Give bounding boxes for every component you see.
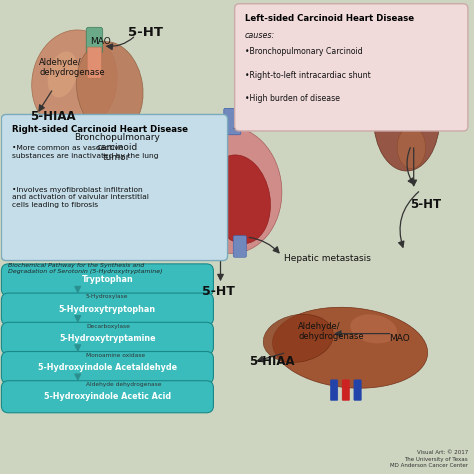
Text: Hepatic metastasis: Hepatic metastasis: [284, 254, 371, 263]
FancyBboxPatch shape: [401, 56, 412, 78]
FancyBboxPatch shape: [1, 115, 228, 261]
Ellipse shape: [178, 147, 225, 213]
Ellipse shape: [76, 42, 143, 136]
Text: Monoamine oxidase: Monoamine oxidase: [86, 353, 145, 358]
FancyBboxPatch shape: [1, 264, 213, 296]
Ellipse shape: [263, 314, 333, 362]
Text: •More common as vasoactive
substances are inactivated by the lung: •More common as vasoactive substances ar…: [12, 145, 158, 159]
FancyBboxPatch shape: [330, 380, 338, 401]
Text: MAO: MAO: [90, 37, 111, 46]
Ellipse shape: [385, 82, 419, 119]
FancyBboxPatch shape: [354, 380, 361, 401]
Text: Right-sided Carcinoid Heart Disease: Right-sided Carcinoid Heart Disease: [12, 125, 188, 134]
Text: 5-Hydroxyindole Acetaldehyde: 5-Hydroxyindole Acetaldehyde: [38, 363, 177, 372]
Ellipse shape: [48, 51, 78, 98]
FancyBboxPatch shape: [1, 293, 213, 325]
Text: MAO: MAO: [389, 334, 410, 343]
FancyBboxPatch shape: [86, 27, 103, 53]
Text: Bronchopulmonary
carcinoid
tumor: Bronchopulmonary carcinoid tumor: [74, 133, 160, 163]
Ellipse shape: [374, 67, 439, 171]
Text: 5-Hydroxylase: 5-Hydroxylase: [86, 294, 128, 300]
Text: Decarboxylase: Decarboxylase: [86, 324, 130, 328]
FancyBboxPatch shape: [342, 380, 350, 401]
Text: 5-HIAA: 5-HIAA: [249, 356, 294, 368]
Ellipse shape: [273, 307, 428, 388]
Ellipse shape: [397, 126, 426, 169]
Text: 5-Hydroxytryptophan: 5-Hydroxytryptophan: [59, 305, 156, 314]
Text: Tryptophan: Tryptophan: [82, 275, 133, 284]
Text: Visual Art: © 2017
The University of Texas
MD Anderson Cancer Center: Visual Art: © 2017 The University of Tex…: [390, 450, 468, 468]
Text: 5-HT: 5-HT: [128, 26, 163, 38]
FancyBboxPatch shape: [224, 109, 241, 135]
FancyBboxPatch shape: [1, 322, 213, 355]
Text: Left-sided Carcinoid Heart Disease: Left-sided Carcinoid Heart Disease: [245, 14, 414, 23]
Ellipse shape: [32, 30, 117, 133]
Text: •Right-to-left intracardiac shunt: •Right-to-left intracardiac shunt: [245, 71, 371, 80]
Text: •Bronchopulmonary Carcinoid: •Bronchopulmonary Carcinoid: [245, 47, 363, 56]
Text: Biochemical Pathway for the Synthesis and
Degradation of Serotonin (5-Hydroxytry: Biochemical Pathway for the Synthesis an…: [9, 263, 163, 273]
Text: 5-HIAA: 5-HIAA: [30, 110, 75, 123]
Text: causes:: causes:: [245, 31, 275, 40]
Ellipse shape: [178, 127, 282, 254]
Text: 5-HT: 5-HT: [202, 285, 235, 298]
Text: 5-Hydroxyindole Acetic Acid: 5-Hydroxyindole Acetic Acid: [44, 392, 171, 401]
Text: 5-Hydroxytryptamine: 5-Hydroxytryptamine: [59, 334, 156, 343]
Text: •High burden of disease: •High burden of disease: [245, 94, 340, 103]
Text: Aldehyde/
dehydrogenase: Aldehyde/ dehydrogenase: [298, 321, 364, 341]
Text: 5-HT: 5-HT: [410, 198, 441, 210]
Text: •Involves myofibroblast infiltration
and activation of valvular interstitial
cel: •Involves myofibroblast infiltration and…: [12, 187, 149, 208]
Ellipse shape: [350, 314, 397, 343]
FancyBboxPatch shape: [205, 122, 219, 144]
FancyBboxPatch shape: [1, 381, 213, 413]
FancyBboxPatch shape: [235, 4, 468, 131]
FancyBboxPatch shape: [87, 47, 102, 78]
Text: Aldehyde/
dehydrogenase: Aldehyde/ dehydrogenase: [39, 58, 105, 77]
FancyBboxPatch shape: [1, 352, 213, 383]
Ellipse shape: [208, 155, 271, 244]
FancyBboxPatch shape: [233, 236, 246, 257]
Text: Aldehyde dehydrogenase: Aldehyde dehydrogenase: [86, 382, 162, 387]
